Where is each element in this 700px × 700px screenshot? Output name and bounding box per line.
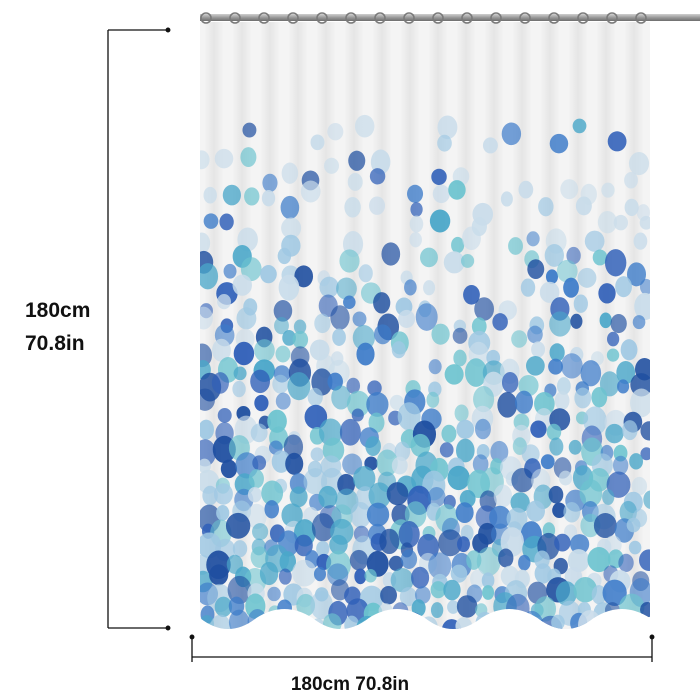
curtain-hooks: [200, 12, 647, 24]
height-in-label: 70.8in: [25, 332, 85, 355]
height-dimension-line: [107, 27, 171, 631]
shower-curtain: [200, 22, 650, 629]
watercolor-dots-pattern: [200, 114, 650, 629]
curtain-rod: [200, 14, 700, 21]
width-dimension-line: [189, 634, 655, 662]
width-label: 180cm 70.8in: [290, 674, 410, 695]
height-cm-label: 180cm: [25, 299, 91, 322]
